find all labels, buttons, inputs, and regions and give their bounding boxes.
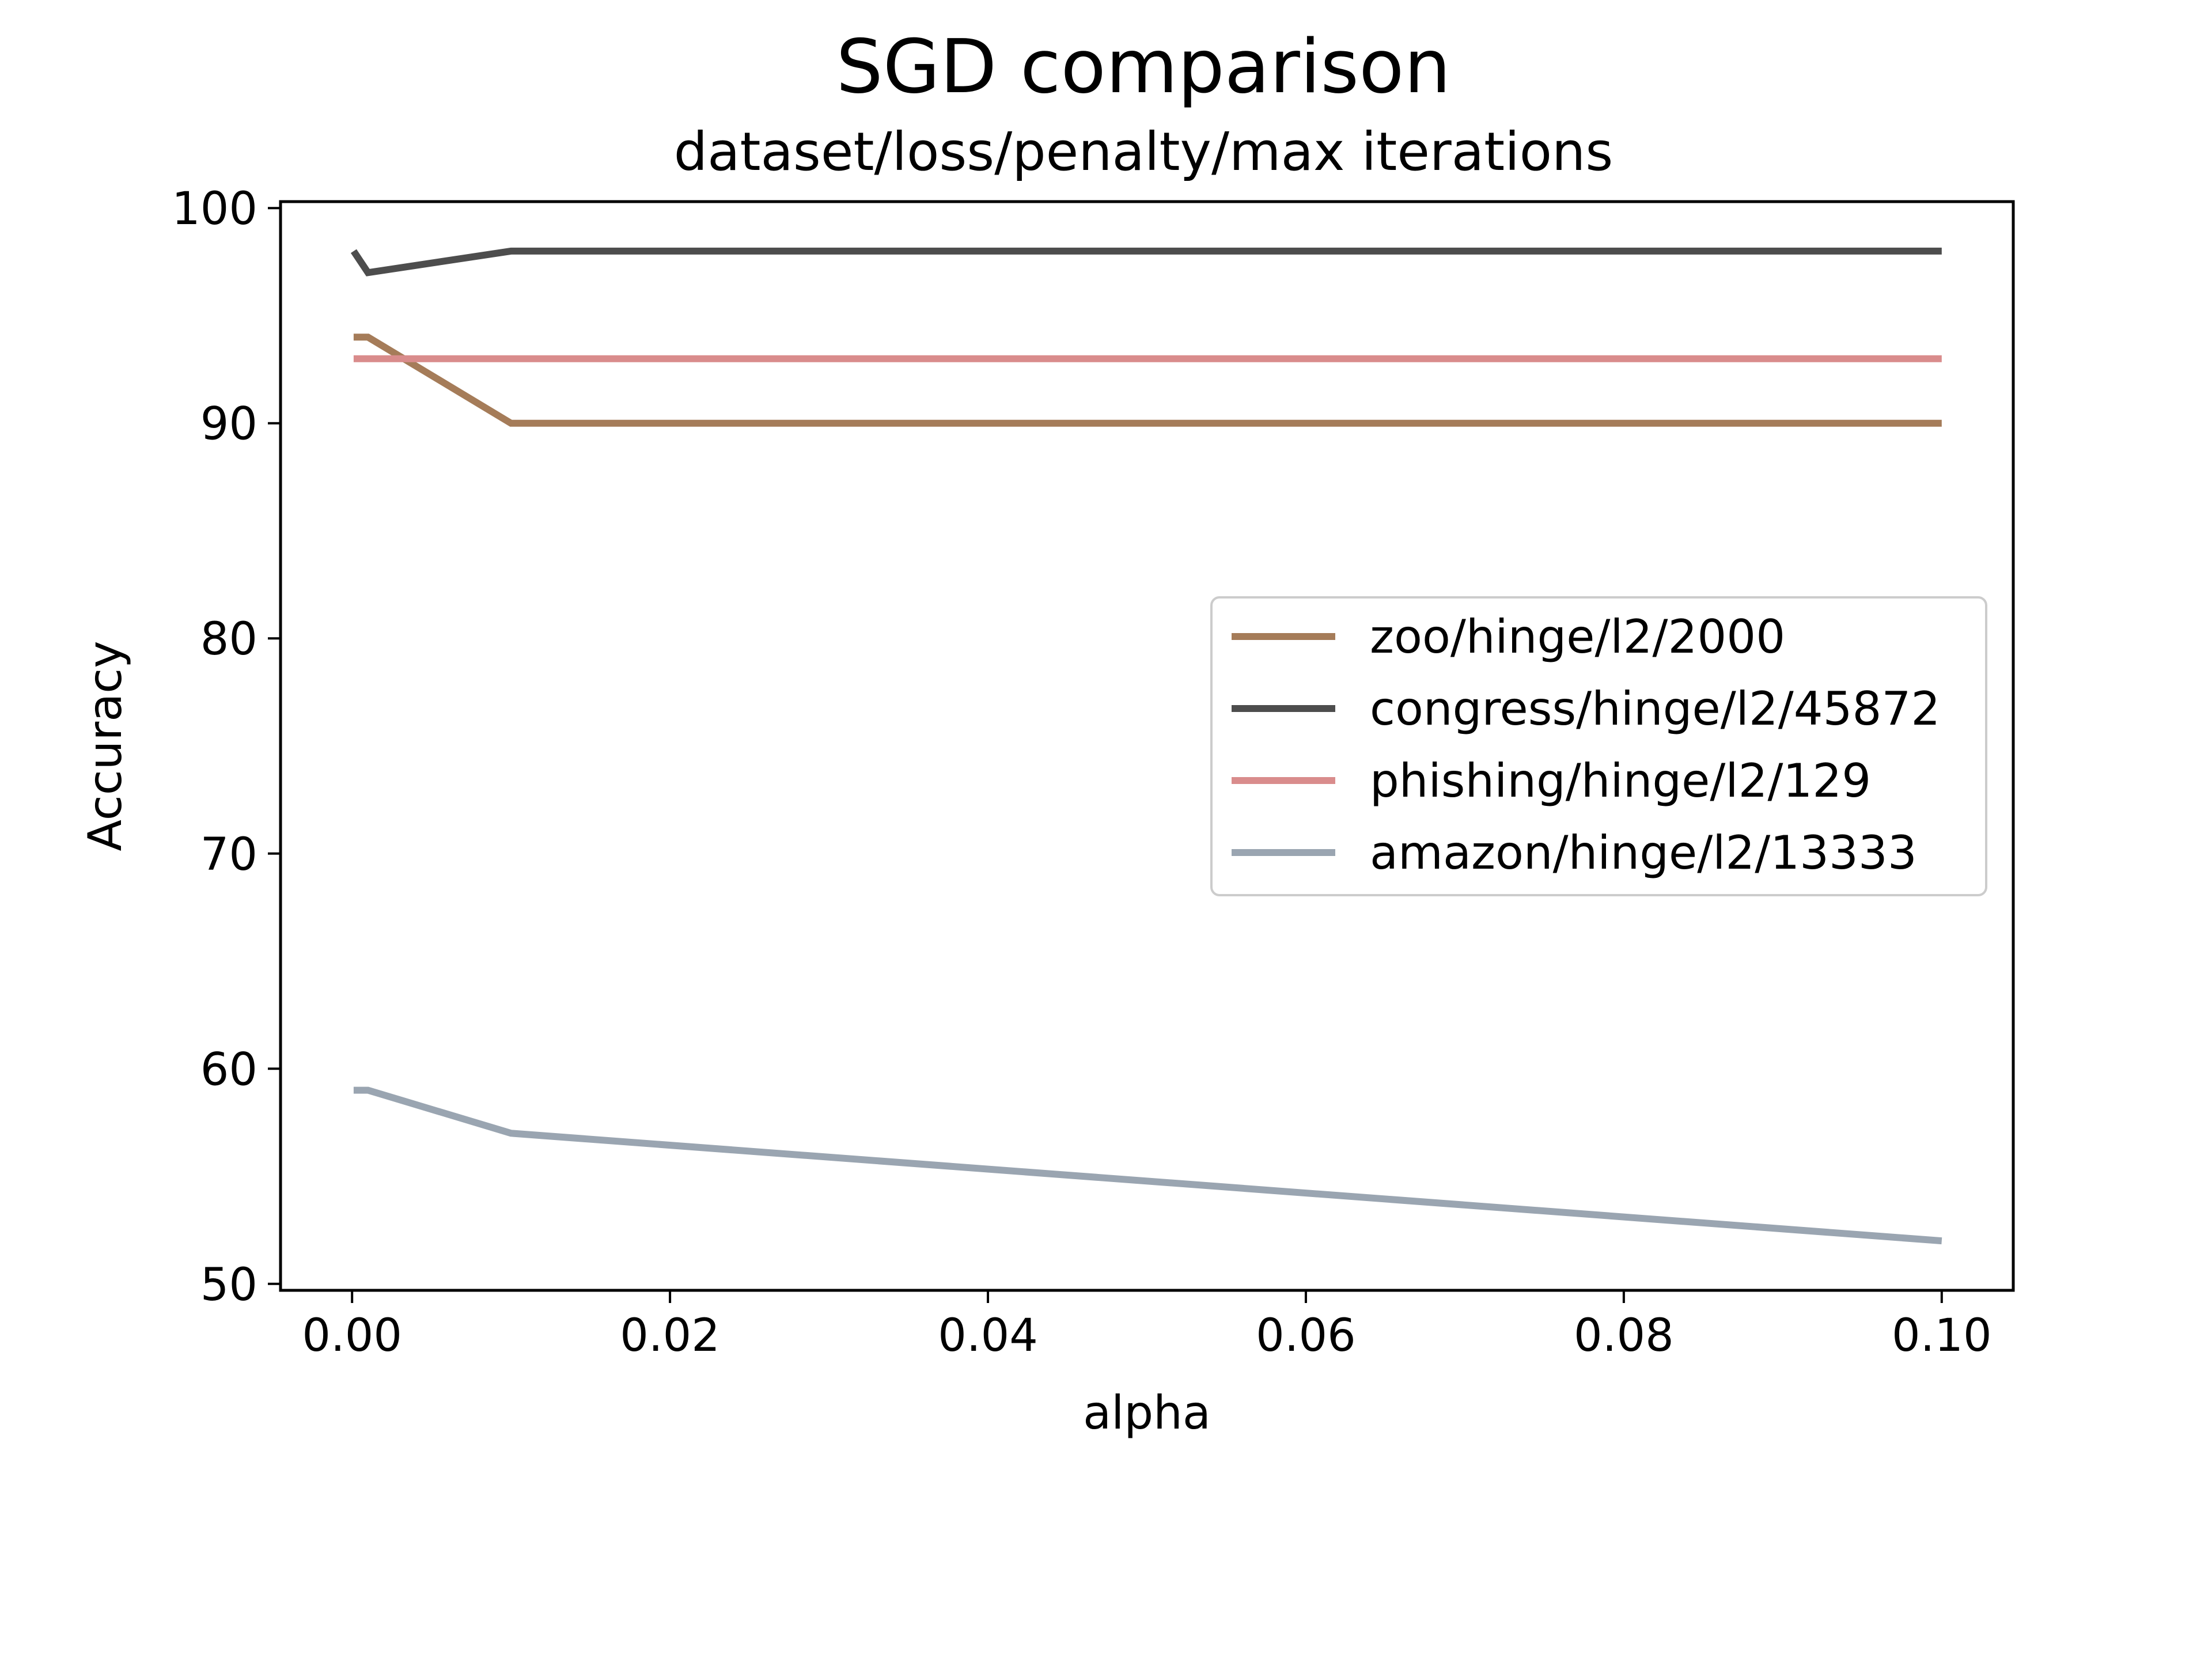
series-layer bbox=[350, 247, 1942, 1245]
y-tick-label: 60 bbox=[200, 1044, 257, 1096]
series-line-2 bbox=[350, 247, 1942, 276]
chart-subtitle: dataset/loss/penalty/max iterations bbox=[674, 121, 1613, 183]
y-tick-label: 100 bbox=[172, 183, 257, 235]
y-tick-label: 80 bbox=[200, 613, 257, 665]
y-tick-label: 90 bbox=[200, 399, 257, 450]
x-tick-label: 0.04 bbox=[938, 1310, 1038, 1362]
series-line-4 bbox=[353, 1086, 1942, 1245]
x-tick-label: 0.08 bbox=[1574, 1310, 1674, 1362]
legend-box bbox=[1210, 596, 1987, 896]
y-axis: 50 60 70 80 90 100 bbox=[172, 183, 281, 1311]
series-line-1 bbox=[353, 334, 1942, 427]
x-axis: 0.00 0.02 0.04 0.06 0.08 0.10 bbox=[302, 1290, 1992, 1362]
legend-label: amazon/hinge/l2/13333 bbox=[1370, 826, 1917, 880]
x-tick-label: 0.02 bbox=[620, 1310, 720, 1362]
legend-label: congress/hinge/l2/45872 bbox=[1370, 682, 1940, 736]
x-tick-label: 0.06 bbox=[1256, 1310, 1356, 1362]
x-tick-label: 0.10 bbox=[1892, 1310, 1992, 1362]
chart-title: SGD comparison bbox=[836, 24, 1450, 110]
plot-frame bbox=[279, 200, 2015, 1292]
plot-area bbox=[279, 200, 2015, 1292]
y-tick-label: 70 bbox=[200, 829, 257, 881]
y-axis-label: Accuracy bbox=[78, 641, 132, 851]
x-tick-label: 0.00 bbox=[302, 1310, 402, 1362]
legend-label: zoo/hinge/l2/2000 bbox=[1370, 610, 1785, 664]
legend: zoo/hinge/l2/2000 congress/hinge/l2/45872… bbox=[1210, 596, 1987, 896]
y-tick-label: 50 bbox=[200, 1259, 257, 1311]
x-axis-label: alpha bbox=[1083, 1386, 1211, 1440]
legend-label: phishing/hinge/l2/129 bbox=[1370, 754, 1871, 808]
